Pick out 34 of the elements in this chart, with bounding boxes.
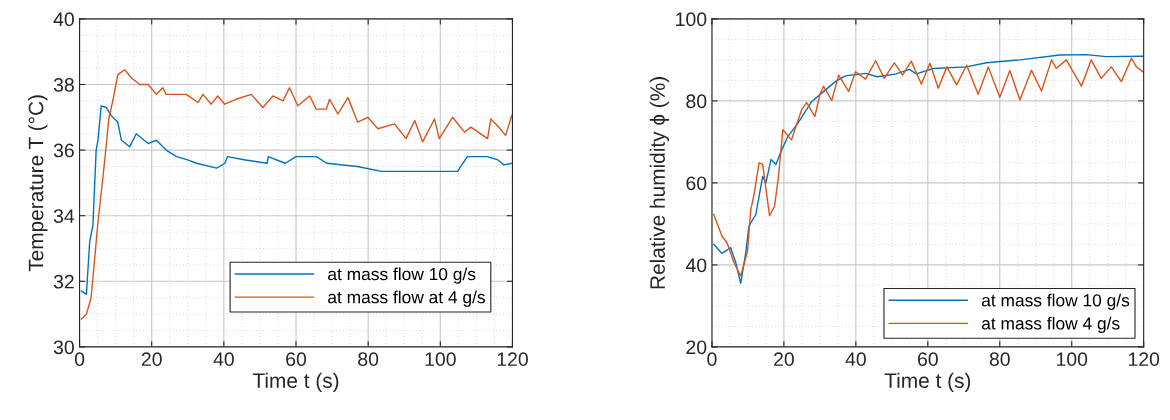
legend-label: at mass flow 4 g/s — [981, 316, 1120, 334]
x-tick-label: 80 — [358, 352, 379, 367]
x-tick-label: 60 — [917, 352, 938, 367]
x-tick-label: 120 — [1128, 352, 1160, 367]
y-tick-label: 30 — [53, 340, 74, 355]
x-tick-label: 60 — [286, 352, 307, 367]
x-tick-label: 80 — [989, 352, 1010, 367]
x-tick-label: 100 — [425, 352, 456, 367]
x-axis-title: Time t (s) — [252, 372, 339, 393]
y-tick-label: 40 — [53, 12, 74, 27]
legend-label: at mass flow 10 g/s — [328, 267, 476, 284]
x-axis-title: Time t (s) — [884, 372, 971, 393]
line-series — [80, 69, 513, 320]
x-tick-label: 0 — [74, 352, 85, 367]
y-tick-label: 80 — [686, 94, 707, 109]
y-tick-label: 100 — [676, 12, 707, 27]
y-tick-label: 36 — [53, 143, 74, 158]
x-tick-label: 120 — [497, 352, 528, 367]
x-tick-label: 0 — [707, 352, 717, 367]
y-tick-label: 40 — [685, 258, 707, 273]
y-tick-label: 60 — [686, 176, 707, 191]
x-tick-label: 100 — [1056, 352, 1088, 367]
legend-label: at mass flow 10 g/s — [981, 293, 1130, 310]
y-tick-label: 34 — [53, 209, 75, 223]
y-axis-title: Relative humidity ϕ (%) — [649, 77, 670, 289]
legend-label: at mass flow at 4 g/s — [328, 290, 485, 307]
x-tick-label: 20 — [141, 352, 162, 367]
y-axis-title: Temperature T (°C) — [28, 95, 48, 272]
y-tick-label: 20 — [686, 340, 707, 355]
y-tick-label: 32 — [53, 274, 74, 289]
x-tick-label: 20 — [774, 352, 794, 367]
x-tick-label: 40 — [213, 352, 234, 367]
x-tick-label: 40 — [845, 352, 866, 367]
y-tick-label: 38 — [53, 77, 74, 92]
